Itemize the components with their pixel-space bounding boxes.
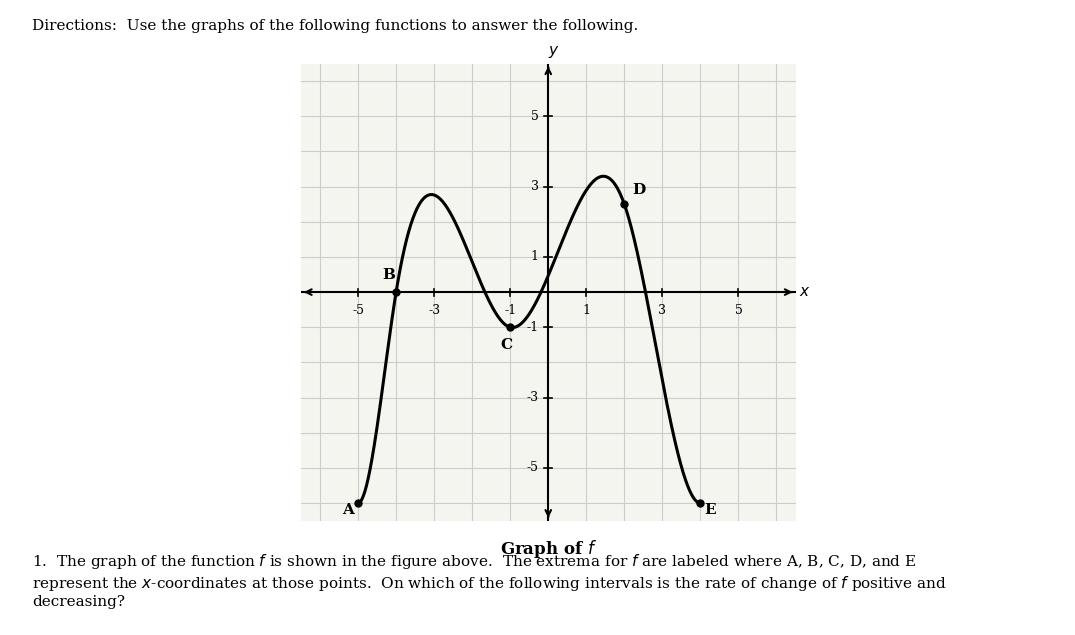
Text: 5: 5: [734, 304, 743, 318]
Text: E: E: [704, 503, 716, 517]
Text: B: B: [382, 267, 395, 281]
Text: 3: 3: [531, 180, 539, 193]
Text: $x$: $x$: [800, 285, 811, 299]
Text: $y$: $y$: [548, 44, 560, 60]
Text: -3: -3: [428, 304, 440, 318]
Text: D: D: [632, 183, 645, 197]
Text: 1: 1: [583, 304, 590, 318]
Text: -3: -3: [527, 391, 539, 404]
Text: A: A: [342, 503, 355, 517]
Text: 1.  The graph of the function $f$ is shown in the figure above.  The extrema for: 1. The graph of the function $f$ is show…: [32, 552, 947, 610]
Text: Graph of $f$: Graph of $f$: [500, 538, 597, 560]
Text: C: C: [500, 338, 513, 352]
Text: -1: -1: [527, 321, 539, 334]
Text: -5: -5: [352, 304, 364, 318]
Text: -5: -5: [527, 462, 539, 474]
Text: 3: 3: [658, 304, 666, 318]
Text: Directions:  Use the graphs of the following functions to answer the following.: Directions: Use the graphs of the follow…: [32, 19, 639, 33]
Text: 5: 5: [531, 110, 539, 123]
Text: -1: -1: [504, 304, 516, 318]
Text: 1: 1: [531, 250, 539, 264]
